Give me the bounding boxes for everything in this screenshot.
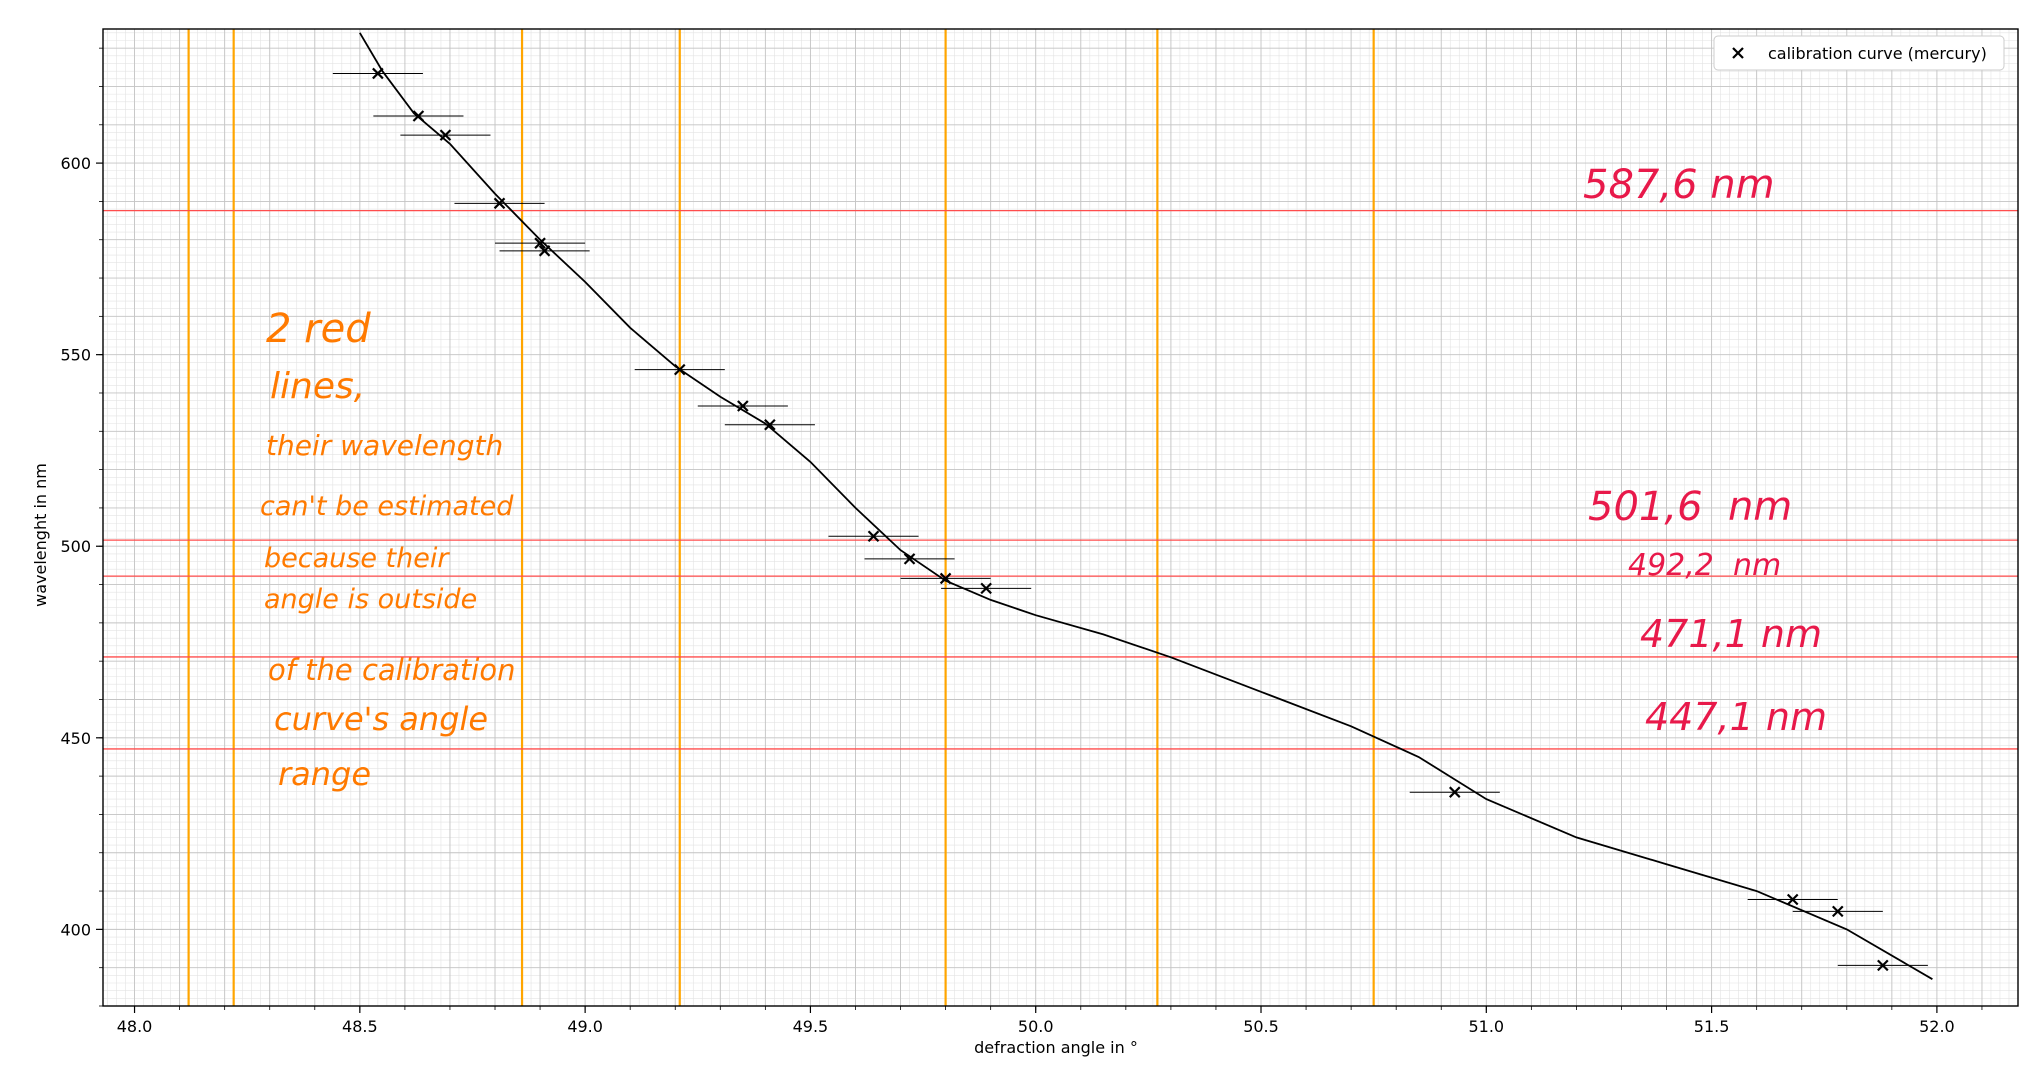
note-line-9: range: [278, 755, 371, 793]
ticks: 48.0 48.5 49.0 49.5 50.0 50.5 51.0 51.5 52.0 400 4…: [60, 47, 1983, 1036]
note-line-3: their wavelength: [266, 429, 503, 462]
data-point-stroke: [939, 572, 952, 585]
note-line-5: because their: [264, 543, 450, 574]
data-point-stroke: [1877, 959, 1889, 972]
data-point: [980, 582, 992, 595]
data-point: [412, 110, 425, 122]
data-point: [534, 237, 546, 249]
note-line-7: of the calibration: [268, 653, 515, 687]
data-point-stroke: [867, 530, 880, 543]
orange-vertical-lines: [187, 29, 1375, 1006]
note-line-6: angle is outside: [264, 584, 477, 615]
note-line-2: lines,: [270, 366, 365, 407]
data-point: [939, 572, 952, 585]
x-tick-label: 52.0: [1919, 1017, 1955, 1036]
data-point-stroke: [903, 553, 916, 565]
data-point-stroke: [493, 197, 506, 210]
data-point: [903, 553, 916, 565]
data-point-stroke: [1831, 905, 1844, 918]
fit-curve-group: [359, 32, 1933, 980]
x-tick-label: 50.5: [1243, 1017, 1279, 1036]
data-point-stroke: [534, 237, 546, 249]
legend: calibration curve (mercury): [1713, 35, 2005, 71]
red-label-447: 447,1 nm: [1645, 695, 1827, 739]
red-label-587: 587,6 nm: [1583, 162, 1775, 208]
data-point-stroke: [980, 582, 992, 595]
data-point: [764, 419, 776, 431]
x-tick-label: 51.0: [1468, 1017, 1504, 1036]
axes: [102, 28, 2019, 1007]
x-tick-label: 48.0: [117, 1017, 153, 1036]
data-point: [372, 67, 384, 80]
data-point-stroke: [372, 67, 384, 80]
data-point: [673, 363, 686, 376]
data-point: [439, 129, 452, 141]
x-tick-label: 50.0: [1018, 1017, 1054, 1036]
data-point: [538, 245, 551, 257]
x-tick-label: 51.5: [1694, 1017, 1730, 1036]
y-tick-label: 400: [60, 920, 91, 939]
note-line-4: can't be estimated: [260, 491, 514, 522]
fit-curve: [359, 32, 1933, 980]
grid: [103, 29, 2018, 1007]
data-point: [1831, 905, 1844, 918]
data-point-stroke: [764, 419, 776, 431]
x-tick-label: 48.5: [342, 1017, 378, 1036]
plot-frame: [102, 28, 2019, 1007]
red-label-501: 501,6 nm: [1588, 484, 1792, 530]
legend-box: [1713, 35, 2005, 71]
data-point-stroke: [439, 129, 452, 141]
red-wavelength-labels: 587,6 nm 501,6 nm 492,2 nm 471,1 nm 447,…: [1583, 162, 1827, 739]
y-axis-label: wavelenght in nm: [31, 463, 50, 607]
data-point: [1448, 786, 1461, 798]
data-point: [493, 197, 506, 210]
data-point-stroke: [538, 245, 551, 257]
note-line-1: 2 red: [266, 306, 371, 352]
red-label-492: 492,2 nm: [1628, 548, 1781, 583]
data-point: [1786, 893, 1799, 906]
data-point-stroke: [673, 363, 686, 376]
data-points-group: [332, 67, 1928, 972]
data-point: [1877, 959, 1889, 972]
data-point: [867, 530, 880, 543]
data-point-stroke: [737, 400, 749, 412]
red-label-471: 471,1 nm: [1640, 612, 1822, 656]
data-point-stroke: [412, 110, 425, 122]
x-tick-label: 49.5: [793, 1017, 829, 1036]
data-point-stroke: [1786, 893, 1799, 906]
legend-entry: calibration curve (mercury): [1768, 44, 1987, 63]
x-tick-label: 49.0: [567, 1017, 603, 1036]
y-tick-label: 450: [60, 729, 91, 748]
y-tick-label: 550: [60, 346, 91, 365]
x-axis-label: defraction angle in °: [974, 1038, 1138, 1057]
data-point-stroke: [1448, 786, 1461, 798]
data-point: [737, 400, 749, 412]
y-tick-label: 500: [60, 537, 91, 556]
y-tick-label: 600: [60, 154, 91, 173]
legend-marker-icon: [1732, 47, 1744, 59]
orange-handwritten-note: 2 red lines, their wavelength can't be e…: [260, 306, 515, 793]
red-horizontal-lines: [103, 209, 2018, 750]
note-line-8: curve's angle: [274, 700, 488, 738]
